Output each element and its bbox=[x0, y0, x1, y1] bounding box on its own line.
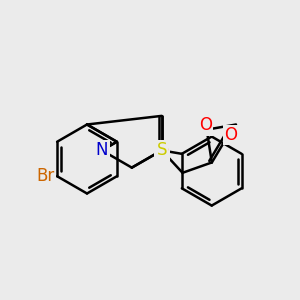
Text: S: S bbox=[157, 141, 167, 159]
Text: O: O bbox=[199, 116, 212, 134]
Text: N: N bbox=[96, 141, 108, 159]
Text: O: O bbox=[155, 142, 168, 160]
Text: O: O bbox=[224, 126, 238, 144]
Text: Br: Br bbox=[37, 167, 55, 185]
Text: N: N bbox=[155, 141, 168, 159]
